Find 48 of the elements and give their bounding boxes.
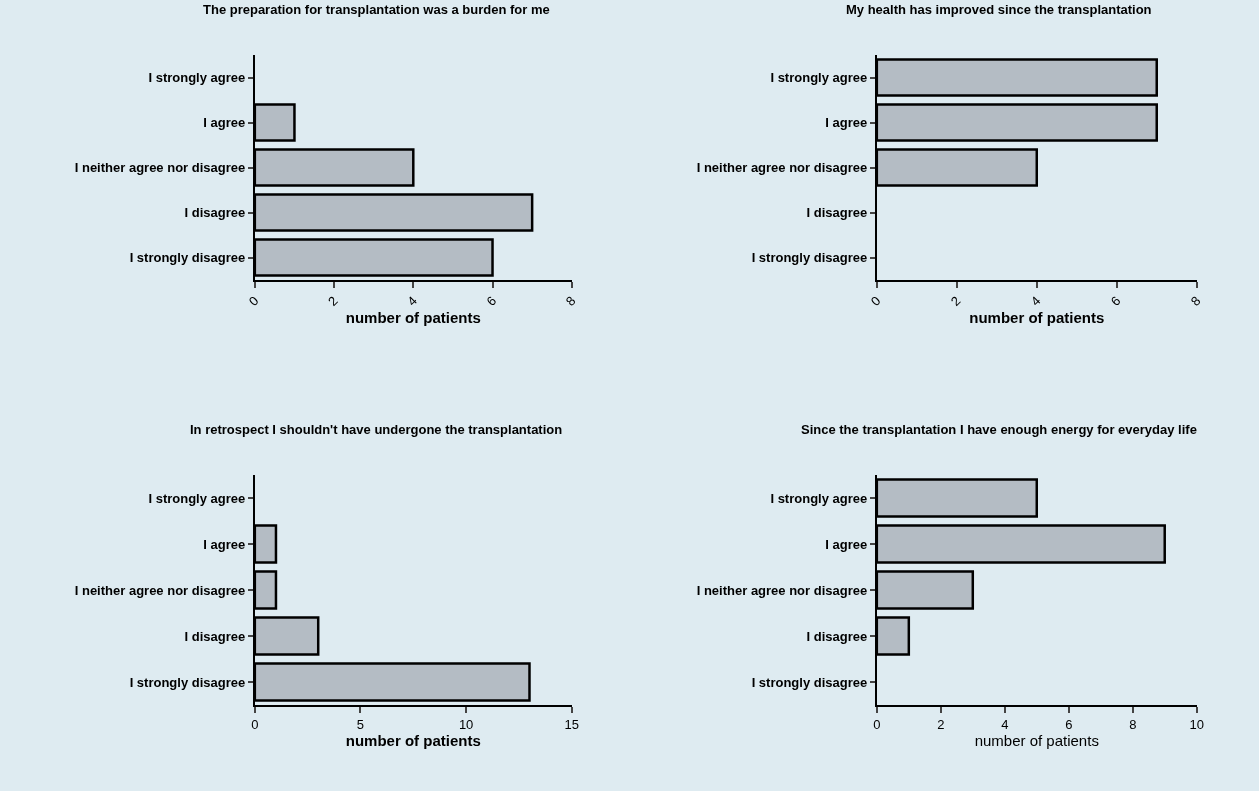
x-tick-label: 8 [562, 293, 579, 309]
y-tick-label: I strongly disagree [751, 250, 868, 266]
y-tick-label: I strongly agree [770, 70, 868, 86]
x-tick-label: 6 [1107, 293, 1124, 309]
y-tick-label: I agree [203, 536, 246, 552]
y-tick-label: I neither agree nor disagree [74, 160, 246, 176]
x-tick-label: 4 [1001, 716, 1009, 732]
chart-title: My health has improved since the transplantation [846, 2, 1152, 17]
x-tick-label: 0 [251, 716, 259, 732]
chart-title: Since the transplantation I have enough energy for everyday life [801, 422, 1197, 437]
y-tick-label: I agree [203, 115, 246, 131]
chart-title: The preparation for transplantation was a burden for me [203, 2, 550, 17]
x-tick-label: 5 [356, 716, 365, 732]
x-tick-label: 0 [245, 293, 262, 309]
y-tick-label: I strongly disagree [129, 674, 246, 690]
y-tick-label: I strongly disagree [751, 674, 868, 690]
x-tick-label: 2 [937, 716, 945, 732]
x-axis-title: number of patients [345, 308, 481, 326]
chart-title: In retrospect I shouldn't have undergone the transplantation [190, 422, 563, 437]
x-axis-title: number of patients [345, 731, 481, 749]
y-tick-label: I strongly agree [148, 490, 246, 506]
x-tick-label: 4 [1027, 293, 1044, 309]
y-tick-label: I neither agree nor disagree [696, 582, 868, 598]
y-tick-label: I strongly disagree [129, 250, 246, 266]
x-tick-label: 0 [873, 716, 881, 732]
y-tick-label: I agree [825, 115, 868, 131]
x-tick-label: 8 [1187, 293, 1204, 309]
x-tick-label: 0 [867, 293, 884, 309]
y-tick-label: I disagree [184, 205, 246, 221]
x-tick-label: 2 [325, 293, 341, 309]
y-tick-label: I strongly agree [148, 70, 246, 86]
y-tick-label: I disagree [184, 628, 246, 644]
x-tick-label: 10 [1189, 716, 1204, 732]
x-axis-title: number of patients [974, 731, 1099, 749]
x-tick-label: 6 [483, 293, 500, 309]
y-tick-label: I neither agree nor disagree [74, 582, 246, 598]
x-tick-label: 8 [1129, 716, 1137, 732]
y-tick-label: I disagree [806, 628, 868, 644]
y-tick-label: I disagree [806, 205, 868, 221]
y-tick-label: I agree [825, 536, 868, 552]
x-tick-label: 15 [564, 716, 579, 732]
y-tick-label: I strongly agree [770, 490, 868, 506]
x-axis-title: number of patients [969, 308, 1105, 326]
x-tick-label: 10 [458, 716, 474, 732]
x-tick-label: 4 [404, 293, 421, 309]
x-tick-label: 6 [1065, 716, 1073, 732]
y-tick-label: I neither agree nor disagree [696, 160, 868, 176]
x-tick-label: 2 [947, 293, 964, 309]
